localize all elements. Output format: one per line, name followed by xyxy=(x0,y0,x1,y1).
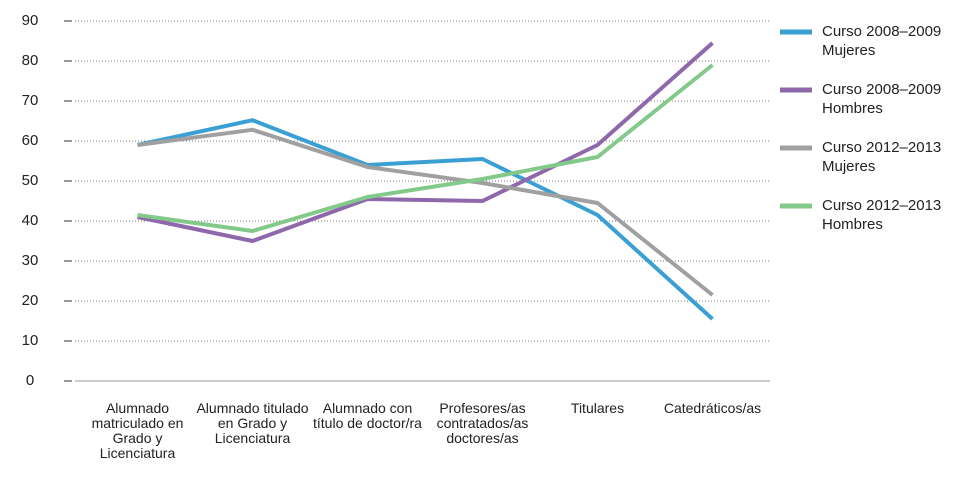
x-tick-label: Profesores/as contratados/as doctores/as xyxy=(436,400,529,446)
y-tick-label: 80 xyxy=(22,52,39,69)
y-tick-label: 40 xyxy=(22,212,39,229)
x-tick-label: Alumnado con título de doctor/ra xyxy=(313,400,422,431)
legend-label: Curso 2008–2009 Mujeres xyxy=(822,23,942,59)
series-line xyxy=(137,118,714,321)
series-line xyxy=(137,127,714,297)
x-tick-label: Titulares xyxy=(570,400,625,416)
x-tick-label: Alumnado matriculado en Grado y Licencia… xyxy=(91,400,184,461)
y-tick-label: 20 xyxy=(22,292,39,309)
y-tick-label: 70 xyxy=(22,92,39,109)
y-tick-label: 0 xyxy=(26,372,34,389)
legend-label: Curso 2012–2013 Hombres xyxy=(822,197,942,233)
y-tick-label: 90 xyxy=(22,12,39,29)
y-tick-label: 50 xyxy=(22,172,39,189)
series-line xyxy=(137,63,714,233)
y-tick-label: 30 xyxy=(22,252,39,269)
legend-label: Curso 2008–2009 Hombres xyxy=(822,81,942,117)
y-tick-label: 60 xyxy=(22,132,39,149)
y-tick-label: 10 xyxy=(22,332,39,349)
legend-label: Curso 2012–2013 Mujeres xyxy=(822,139,942,175)
x-tick-label: Alumnado titulado en Grado y Licenciatur… xyxy=(196,400,309,446)
x-tick-label: Catedráticos/as xyxy=(663,400,762,416)
series-line xyxy=(137,41,714,243)
